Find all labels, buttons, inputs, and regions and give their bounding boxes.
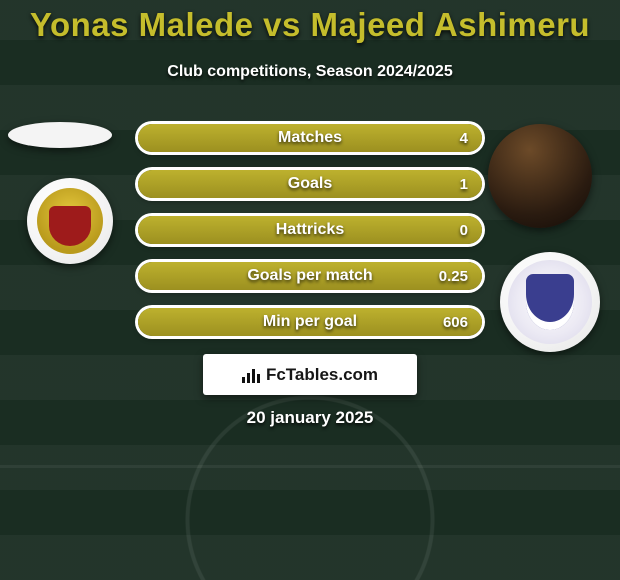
player-right-avatar	[488, 124, 592, 228]
shield-icon	[508, 260, 592, 344]
bar-chart-icon	[242, 367, 260, 383]
stat-bar-list: Matches 4 Goals 1 Hattricks 0 Goals per …	[138, 124, 482, 354]
watermark-text: FcTables.com	[266, 365, 378, 385]
watermark-badge: FcTables.com	[203, 354, 417, 395]
stat-label: Min per goal	[138, 308, 482, 336]
card-subtitle: Club competitions, Season 2024/2025	[0, 63, 620, 81]
stat-label: Hattricks	[138, 216, 482, 244]
stat-bar-min-per-goal: Min per goal 606	[138, 308, 482, 336]
stat-label: Matches	[138, 124, 482, 152]
stat-value: 606	[443, 308, 468, 336]
stat-label: Goals per match	[138, 262, 482, 290]
pitch-line	[0, 465, 620, 468]
club-right-crest	[500, 252, 600, 352]
card-title: Yonas Malede vs Majeed Ashimeru	[0, 6, 620, 44]
stat-bar-matches: Matches 4	[138, 124, 482, 152]
shield-icon	[37, 188, 103, 254]
stat-value: 0	[460, 216, 468, 244]
stat-value: 1	[460, 170, 468, 198]
stat-bar-goals: Goals 1	[138, 170, 482, 198]
stat-bar-goals-per-match: Goals per match 0.25	[138, 262, 482, 290]
player-left-avatar	[8, 122, 112, 148]
stat-bar-hattricks: Hattricks 0	[138, 216, 482, 244]
stat-value: 0.25	[439, 262, 468, 290]
comparison-card: Yonas Malede vs Majeed Ashimeru Club com…	[0, 0, 620, 580]
stat-value: 4	[460, 124, 468, 152]
stat-label: Goals	[138, 170, 482, 198]
card-date: 20 january 2025	[0, 408, 620, 428]
club-left-crest	[27, 178, 113, 264]
